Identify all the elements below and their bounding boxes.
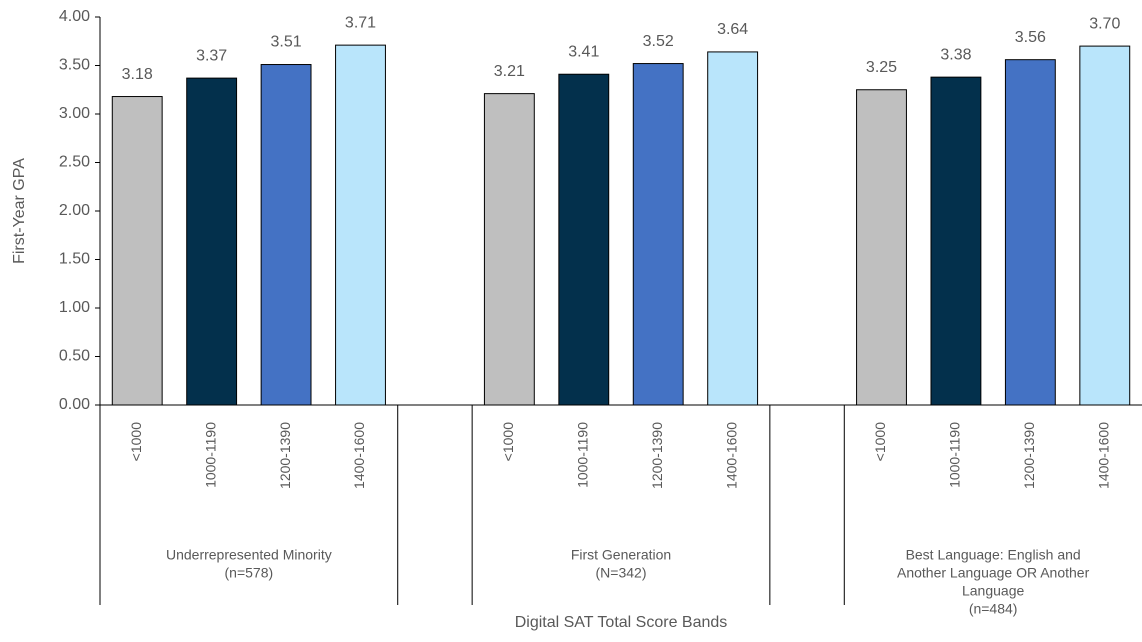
bar <box>1004 59 1056 406</box>
category-label: 1200-1390 <box>277 422 293 489</box>
category-label: <1000 <box>500 422 516 462</box>
bar <box>186 77 238 406</box>
x-axis-label: Digital SAT Total Score Bands <box>515 614 728 631</box>
y-tick-label: 0.00 <box>59 396 90 413</box>
bar <box>930 76 982 406</box>
y-tick-label: 1.00 <box>59 299 90 316</box>
data-label: 3.18 <box>122 66 153 83</box>
y-tick-label: 3.00 <box>59 105 90 122</box>
category-label: 1000-1190 <box>947 422 963 488</box>
group-label: Underrepresented Minority <box>166 547 332 563</box>
data-label: 3.70 <box>1089 15 1120 32</box>
category-label: 1000-1190 <box>574 422 590 488</box>
group-label: First Generation <box>571 547 671 563</box>
y-tick-label: 1.50 <box>59 251 90 268</box>
group-label: (N=342) <box>596 565 647 581</box>
data-label: 3.41 <box>568 43 599 60</box>
category-label: 1400-1600 <box>1095 422 1111 489</box>
bar <box>856 89 907 406</box>
y-tick-label: 0.50 <box>59 348 90 365</box>
bar <box>1079 45 1131 406</box>
y-tick-label: 4.00 <box>59 8 90 25</box>
bar <box>111 96 163 406</box>
group-label: Another Language OR Another <box>897 565 1090 581</box>
bar <box>558 73 610 406</box>
data-label: 3.25 <box>866 59 897 76</box>
category-label: <1000 <box>128 422 144 462</box>
bar <box>335 44 386 406</box>
data-label: 3.37 <box>196 47 227 64</box>
y-tick-label: 2.00 <box>59 202 90 219</box>
data-label: 3.71 <box>345 14 376 31</box>
y-tick-label: 2.50 <box>59 154 90 171</box>
category-label: 1200-1390 <box>649 422 665 489</box>
group-label: (n=484) <box>969 601 1018 617</box>
category-label: 1000-1190 <box>202 422 218 488</box>
group-label: Language <box>962 583 1025 599</box>
data-label: 3.56 <box>1015 29 1046 46</box>
bar <box>483 93 535 406</box>
data-label: 3.64 <box>717 21 748 38</box>
bar <box>260 64 312 406</box>
category-label: 1200-1390 <box>1021 422 1037 489</box>
y-tick-label: 3.50 <box>59 57 90 74</box>
data-label: 3.52 <box>643 33 674 50</box>
category-label: <1000 <box>872 422 888 462</box>
group-label: (n=578) <box>225 565 274 581</box>
data-label: 3.21 <box>494 63 525 80</box>
category-label: 1400-1600 <box>723 422 739 489</box>
bar <box>632 63 684 406</box>
group-label: Best Language: English and <box>906 547 1081 563</box>
y-axis-label: First-Year GPA <box>11 158 28 264</box>
data-label: 3.38 <box>940 46 971 63</box>
data-label: 3.51 <box>271 34 302 51</box>
bar <box>707 51 759 406</box>
category-label: 1400-1600 <box>351 422 367 489</box>
